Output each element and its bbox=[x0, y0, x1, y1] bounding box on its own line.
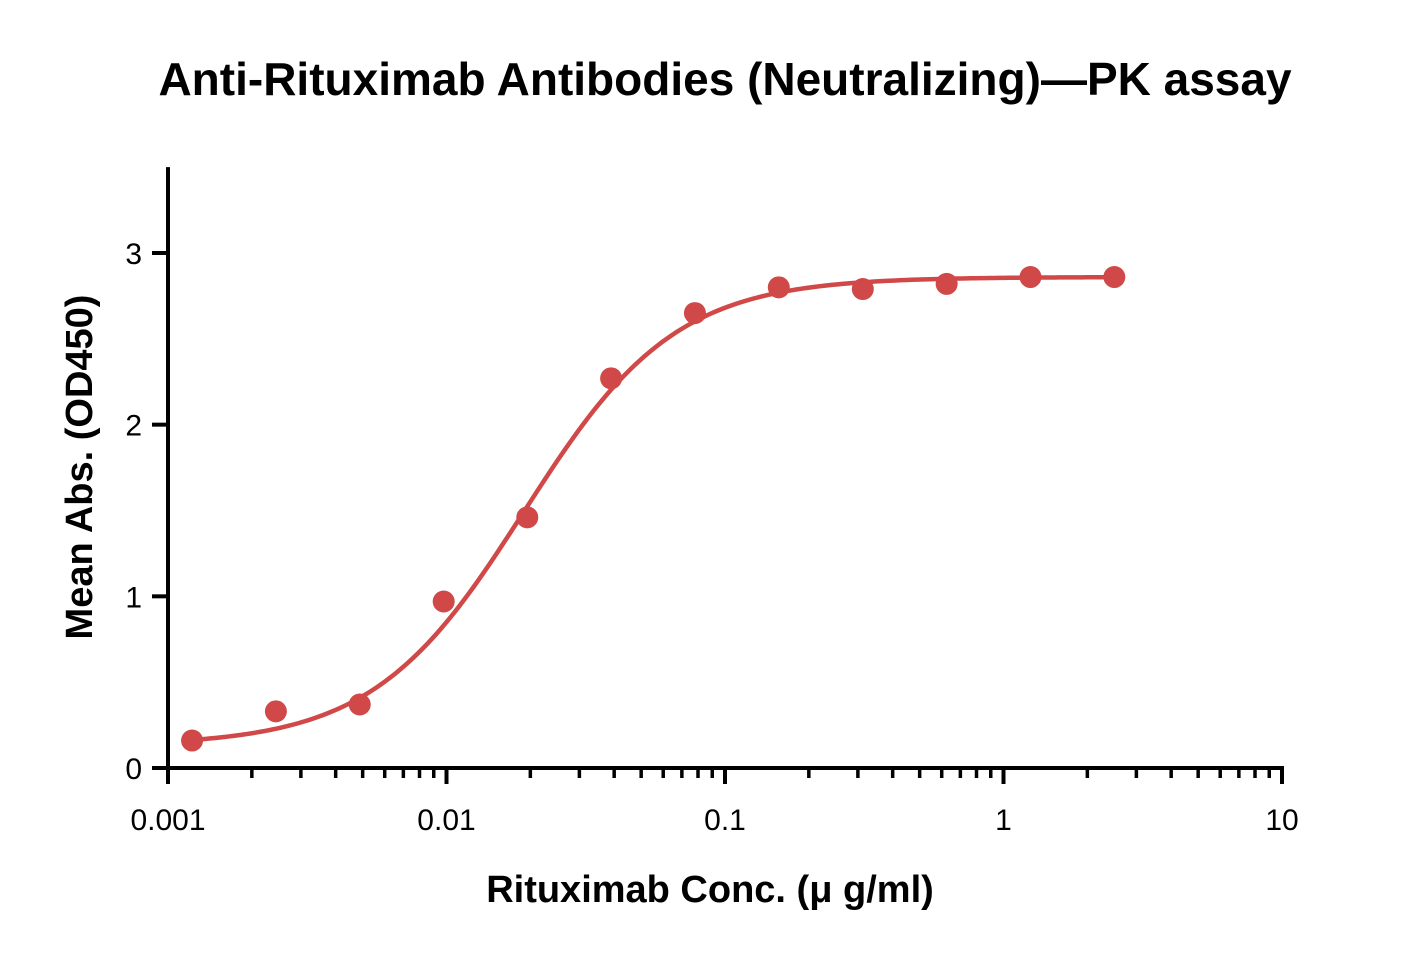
chart-title: Anti-Rituximab Antibodies (Neutralizing)… bbox=[158, 53, 1292, 105]
data-point bbox=[516, 506, 539, 529]
x-tick-label: 1 bbox=[995, 804, 1012, 837]
data-point bbox=[432, 590, 455, 613]
data-point bbox=[767, 276, 790, 299]
y-tick-label: 1 bbox=[125, 581, 142, 614]
data-point bbox=[600, 367, 623, 390]
x-tick-label: 0.001 bbox=[130, 804, 205, 837]
x-tick-label: 0.1 bbox=[704, 804, 746, 837]
x-axis-label: Rituximab Conc. (μ g/ml) bbox=[486, 869, 934, 911]
fit-curve-group bbox=[191, 274, 1115, 743]
x-tick-label: 0.01 bbox=[417, 804, 475, 837]
data-point bbox=[683, 302, 706, 325]
y-tick-label: 3 bbox=[125, 238, 142, 271]
y-tick-label: 2 bbox=[125, 410, 142, 443]
data-point bbox=[348, 693, 371, 716]
data-point bbox=[1103, 266, 1126, 289]
x-tick-label: 10 bbox=[1265, 804, 1298, 837]
data-points bbox=[181, 266, 1126, 752]
axes: 0 1 2 3 0.001 0.01 0.1 1 10 bbox=[125, 167, 1299, 837]
data-point bbox=[851, 278, 874, 301]
y-axis-label: Mean Abs. (OD450) bbox=[59, 295, 101, 640]
data-point bbox=[264, 700, 287, 723]
fit-curve bbox=[191, 274, 1115, 743]
y-tick-label: 0 bbox=[125, 753, 142, 786]
data-point bbox=[935, 272, 958, 295]
data-point bbox=[1019, 266, 1042, 289]
data-point bbox=[181, 729, 204, 752]
